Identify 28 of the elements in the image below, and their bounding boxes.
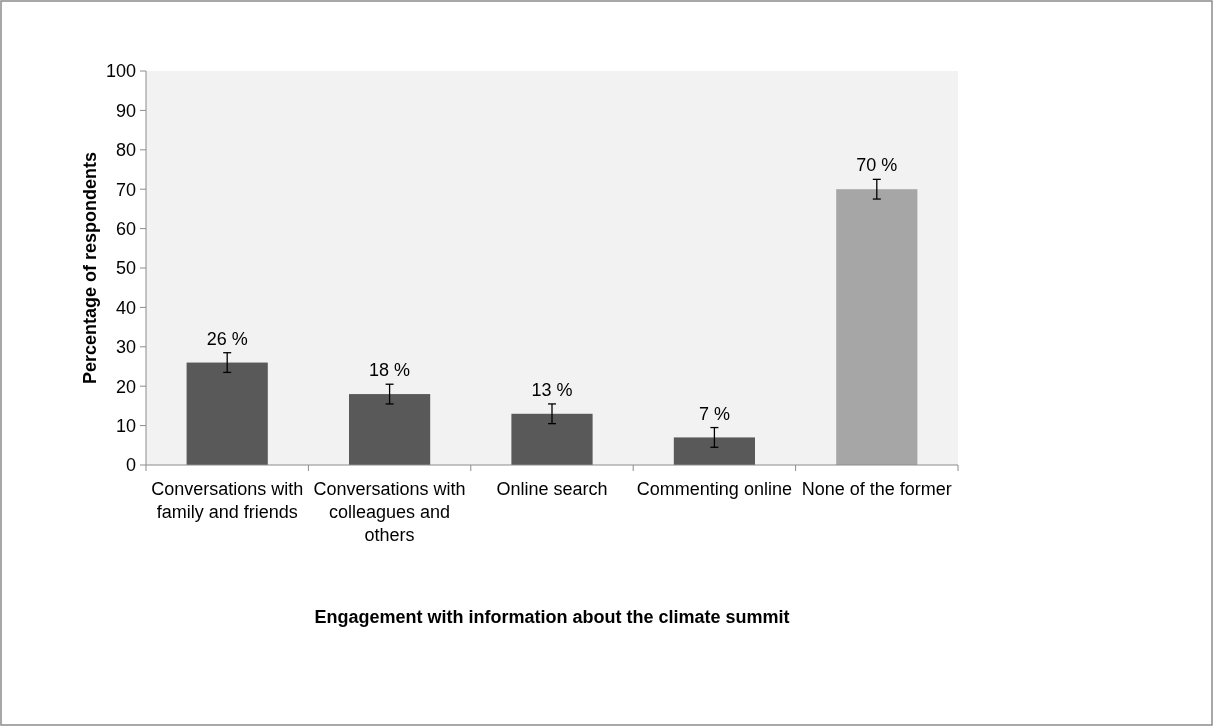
bar: [349, 394, 431, 465]
bar: [186, 362, 268, 465]
x-tick-label: Conversations with colleagues and others: [313, 479, 466, 545]
data-label: 7 %: [698, 403, 730, 424]
x-axis-title: Engagement with information about the climate summit: [314, 607, 790, 627]
bar: [673, 437, 755, 465]
y-tick-label: 60: [115, 218, 136, 239]
data-label: 26 %: [206, 328, 248, 349]
y-tick-label: 20: [115, 376, 136, 397]
y-tick-label: 50: [115, 258, 136, 279]
y-axis-title: Percentage of respondents: [80, 151, 100, 385]
y-tick-label: 80: [115, 140, 136, 161]
x-tick-label: Online search: [496, 479, 608, 499]
bar: [511, 413, 593, 465]
y-tick-label: 30: [115, 337, 136, 358]
data-label: 18 %: [369, 360, 411, 381]
y-tick-label: 90: [115, 100, 136, 121]
data-label: 13 %: [531, 379, 573, 400]
y-tick-label: 40: [115, 297, 136, 318]
x-tick-label: Commenting online: [636, 479, 792, 499]
y-tick-label: 100: [105, 61, 136, 82]
y-tick-label: 0: [125, 455, 136, 476]
x-tick-label: Conversations with family and friends: [151, 479, 304, 522]
y-tick-label: 70: [115, 179, 136, 200]
bar: [836, 189, 918, 465]
x-tick-label: None of the former: [801, 479, 952, 499]
data-label: 70 %: [856, 155, 898, 176]
y-tick-label: 10: [115, 415, 136, 436]
